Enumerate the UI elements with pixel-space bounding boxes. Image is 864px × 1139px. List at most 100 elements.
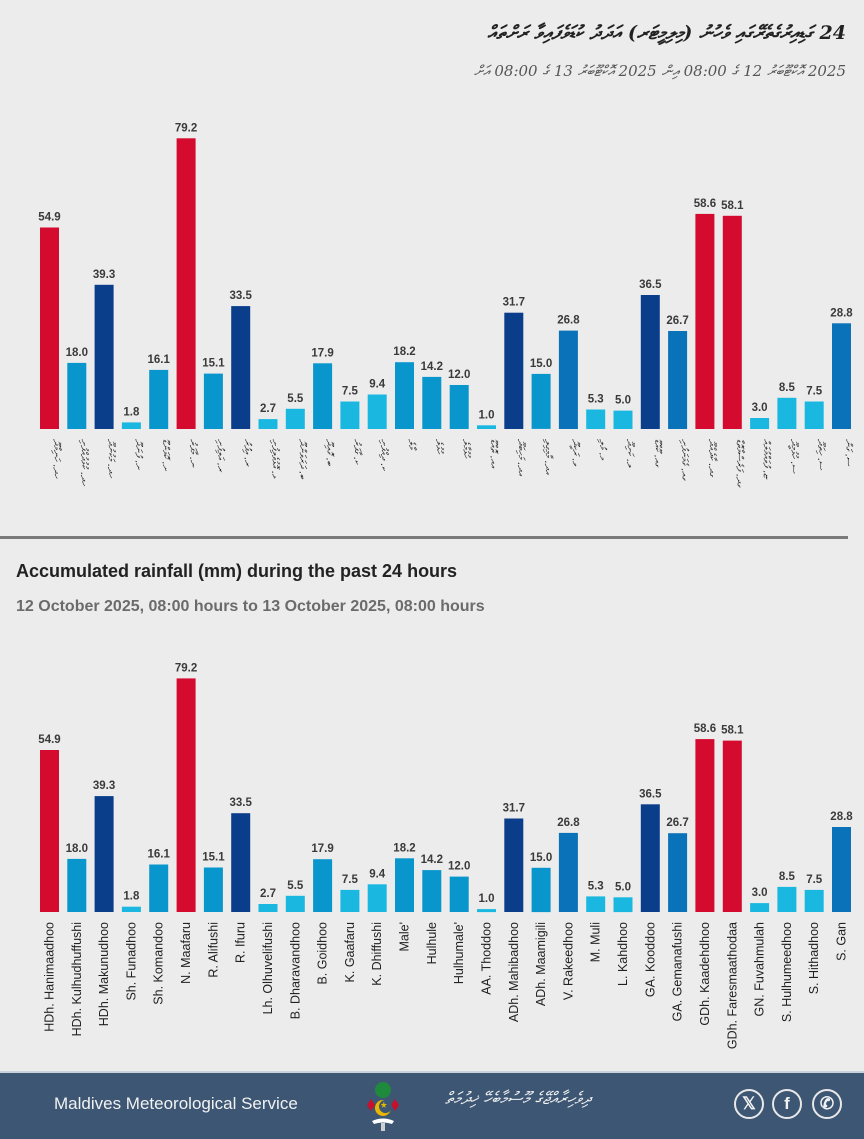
bar-30	[832, 827, 851, 912]
category-label-14: Male'	[398, 922, 412, 951]
bar-24	[668, 331, 688, 429]
bar-11	[313, 363, 333, 429]
bar-2	[67, 362, 87, 429]
data-label-9: 2.7	[260, 888, 276, 900]
x-icon[interactable]: 𝕏	[734, 1089, 764, 1119]
bar-16	[449, 876, 469, 912]
data-label-22: 5.0	[615, 881, 631, 893]
category-label-5: ށ. ކޮމަންޑޫ	[160, 439, 171, 471]
category-label-22: ލ. ކަށިދޫ	[624, 438, 635, 469]
category-label-19: އދ. މާމިގިލި	[542, 439, 554, 476]
data-label-8: 33.5	[230, 797, 253, 809]
data-label-18: 31.7	[503, 803, 525, 815]
bar-6	[176, 678, 196, 912]
data-label-12: 7.5	[342, 386, 359, 398]
bar-17	[477, 425, 496, 429]
category-label-23: ގއ. ކޫއްޑޫ	[651, 439, 662, 468]
data-label-21: 5.3	[588, 394, 604, 406]
data-label-25: 58.6	[694, 723, 716, 735]
category-label-21: M. Muli	[589, 922, 603, 962]
bar-3	[94, 284, 114, 429]
category-label-16: Hulhumale'	[452, 922, 466, 984]
bar-6	[176, 138, 196, 430]
bar-1	[40, 750, 59, 912]
category-label-24: GA. Gemanafushi	[671, 922, 685, 1021]
bar-9	[258, 419, 278, 429]
category-label-13: K. Dhiffushi	[370, 922, 384, 986]
data-label-11: 17.9	[311, 843, 333, 855]
category-label-28: ސ. ހުޅުމީދޫ	[788, 438, 799, 474]
category-label-13: ކ. ދިއްފުށި	[378, 439, 389, 471]
bar-20	[558, 330, 578, 429]
category-label-26: GDh. Faresmaathodaa	[725, 922, 739, 1049]
bar-12	[340, 401, 360, 429]
category-label-12: K. Gaafaru	[343, 922, 357, 982]
bar-29	[804, 889, 824, 912]
bar-24	[668, 833, 688, 912]
org-name-dhivehi: ދިވެހިރާއްޖޭގެ މޫސުމާބެހޭ ޚިދުމަތް	[445, 1089, 591, 1109]
category-label-10: ބ. ދަރަވަންދޫ	[296, 438, 307, 480]
category-label-17: AA. Thoddoo	[480, 922, 494, 995]
data-label-19: 15.0	[530, 358, 552, 370]
data-label-18: 31.7	[503, 297, 525, 309]
data-label-28: 8.5	[779, 382, 796, 394]
category-label-9: ޅ. އޮޅުވެލިފުށި	[269, 439, 280, 480]
data-label-3: 39.3	[93, 269, 115, 281]
category-label-14: މާލެ	[406, 439, 418, 451]
bar-21	[586, 409, 606, 429]
category-label-8: R. Ifuru	[234, 922, 248, 963]
category-label-25: GDh. Kaadehdhoo	[698, 922, 712, 1026]
category-label-19: ADh. Maamigili	[534, 922, 548, 1006]
bar-23	[640, 295, 660, 429]
bar-3	[94, 796, 114, 912]
data-label-6: 79.2	[175, 662, 197, 674]
data-label-3: 39.3	[93, 780, 115, 792]
bar-16	[449, 385, 469, 429]
data-label-6: 79.2	[175, 122, 197, 134]
data-label-26: 58.1	[721, 200, 744, 212]
category-label-9: Lh. Olhuvelifushi	[261, 922, 275, 1014]
data-label-16: 12.0	[448, 369, 470, 381]
category-label-11: B. Goidhoo	[316, 922, 330, 985]
category-label-11: ބ. ގޮއިދޫ	[324, 438, 335, 467]
bar-29	[804, 401, 824, 429]
category-label-18: އދ. މަހިބަދޫ	[515, 438, 526, 477]
category-label-20: ވ. ރަކީދޫ	[569, 438, 580, 467]
category-label-6: ނ. މާފަރު	[187, 439, 199, 468]
data-label-16: 12.0	[448, 861, 470, 873]
bar-18	[504, 312, 524, 429]
bar-13	[367, 884, 387, 912]
bar-10	[285, 408, 305, 429]
bar-27	[750, 903, 770, 912]
bar-14	[395, 858, 414, 912]
bar-23	[640, 804, 660, 912]
bar-27	[750, 418, 770, 429]
bar-30	[832, 323, 851, 429]
data-label-27: 3.0	[752, 402, 768, 414]
data-label-23: 36.5	[639, 279, 662, 291]
category-label-16: ހުޅުމާލެ	[460, 439, 472, 459]
data-label-11: 17.9	[311, 347, 333, 359]
section-divider	[0, 536, 848, 539]
bar-28	[777, 397, 797, 429]
english-title: Accumulated rainfall (mm) during the pas…	[16, 561, 458, 581]
bar-13	[367, 394, 387, 429]
footer-bar: Maldives Meteorological Service ދިވެހިރާ…	[0, 1071, 864, 1139]
bar-25	[695, 739, 715, 912]
bar-17	[477, 909, 496, 913]
bar-11	[313, 859, 333, 912]
viber-icon[interactable]: ✆	[812, 1089, 842, 1119]
bar-19	[531, 373, 551, 429]
facebook-icon[interactable]: f	[772, 1089, 802, 1119]
rainfall-chart-english: 54.9 HDh. Hanimaadhoo 18.0 HDh. Kulhudhuffu…	[38, 662, 853, 1049]
bar-28	[777, 886, 797, 912]
data-label-13: 9.4	[369, 868, 386, 880]
data-label-14: 18.2	[393, 842, 415, 854]
national-emblem-icon	[367, 1082, 399, 1131]
bar-14	[395, 362, 414, 429]
bar-1	[40, 227, 59, 429]
data-label-30: 28.8	[830, 307, 853, 319]
data-label-29: 7.5	[806, 874, 823, 886]
data-label-15: 14.2	[421, 854, 443, 866]
category-label-7: ރ. އަލިފުށި	[214, 439, 225, 473]
